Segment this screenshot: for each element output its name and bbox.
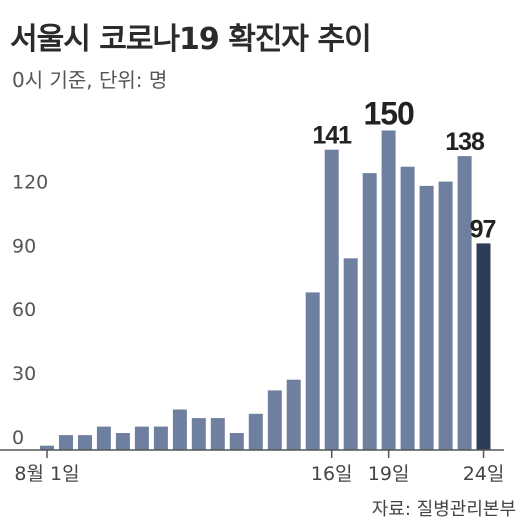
bar xyxy=(457,156,472,450)
bar xyxy=(381,130,396,450)
bar xyxy=(153,426,168,450)
bar xyxy=(438,181,453,450)
bar xyxy=(248,413,263,450)
y-tick-label: 90 xyxy=(12,235,36,257)
bar xyxy=(476,243,491,450)
data-label: 150 xyxy=(363,96,414,132)
data-label: 141 xyxy=(312,122,352,150)
bar xyxy=(40,445,54,450)
bar xyxy=(305,292,320,450)
y-tick-label: 60 xyxy=(12,299,36,321)
chart-subtitle: 0시 기준, 단위: 명 xyxy=(12,68,168,92)
bar xyxy=(191,418,206,450)
y-tick-label: 120 xyxy=(12,171,48,193)
x-tick-label: 24일 xyxy=(463,463,505,485)
chart-title: 서울시 코로나19 확진자 추이 xyxy=(10,22,372,57)
data-label: 97 xyxy=(470,215,496,243)
bar xyxy=(172,409,187,450)
bar xyxy=(419,185,434,450)
chart-source: 자료: 질병관리본부 xyxy=(371,499,516,520)
bar xyxy=(343,258,358,450)
bar xyxy=(362,173,377,450)
bar xyxy=(324,149,339,450)
bar xyxy=(210,418,225,450)
bar xyxy=(96,426,111,450)
y-tick-label: 30 xyxy=(12,363,36,385)
x-tick-label: 16일 xyxy=(311,463,353,485)
bar xyxy=(267,390,282,450)
bar xyxy=(78,435,92,450)
bar xyxy=(134,426,149,450)
y-tick-label: 0 xyxy=(12,427,24,449)
bar xyxy=(286,379,301,450)
x-tick-label: 8월 1일 xyxy=(14,463,79,485)
data-label: 138 xyxy=(445,128,485,156)
x-tick-label: 19일 xyxy=(368,463,410,485)
bar xyxy=(115,433,130,450)
bar xyxy=(400,166,415,450)
bar xyxy=(229,433,244,450)
bar xyxy=(59,435,73,450)
